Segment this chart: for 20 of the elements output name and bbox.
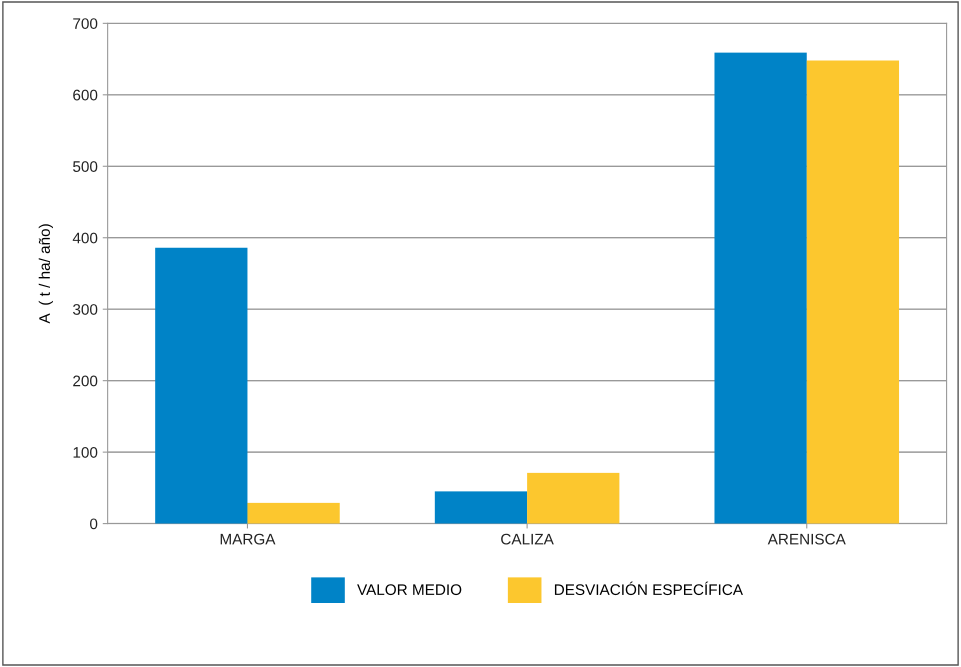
- y-tick-label: 200: [73, 376, 98, 386]
- y-tick-label: 100: [74, 447, 98, 458]
- bar: [434, 491, 528, 524]
- x-tick-label: CALIZA: [501, 534, 554, 545]
- y-tick-label: 600: [73, 90, 98, 100]
- bar: [247, 502, 340, 524]
- y-tick-label: 700: [73, 18, 98, 30]
- bar: [155, 248, 248, 524]
- legend-label: VALOR MEDIO: [357, 584, 462, 596]
- y-tick-label: 300: [73, 304, 98, 315]
- y-tick-label: 500: [73, 161, 98, 172]
- bar: [527, 472, 620, 524]
- x-tick-label: ARENISCA: [768, 534, 846, 545]
- y-tick-label: 0: [90, 518, 98, 530]
- bar: [714, 52, 807, 524]
- y-axis-title: A ( t / ha/ año): [38, 224, 53, 324]
- x-tick-label: MARGA: [220, 534, 276, 545]
- y-tick-label: 400: [72, 232, 98, 244]
- legend-label: DESVIACIÓN ESPECÍFICA: [554, 582, 743, 596]
- bar: [806, 60, 900, 524]
